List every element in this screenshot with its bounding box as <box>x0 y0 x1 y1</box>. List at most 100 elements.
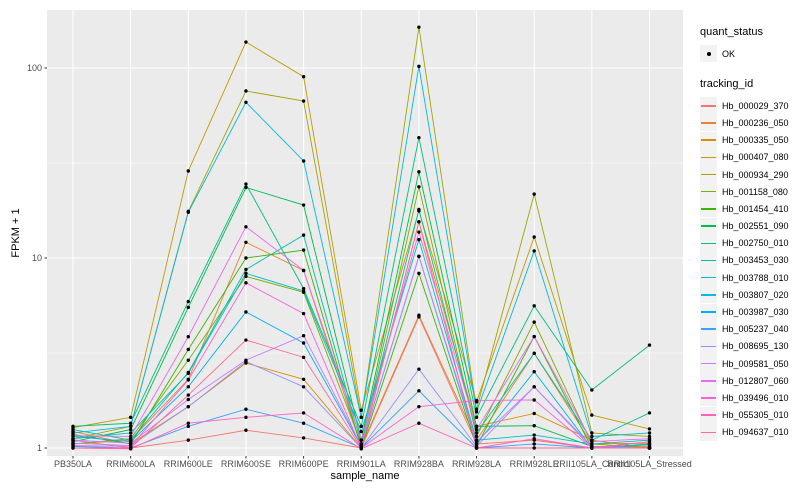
data-point <box>244 100 248 104</box>
data-point <box>417 185 421 189</box>
legend-entry-label: Hb_003788_010 <box>722 272 789 283</box>
data-point <box>474 415 479 420</box>
data-point <box>301 355 306 360</box>
legend-entry: Hb_001454_410 <box>700 200 800 218</box>
data-point <box>474 410 479 414</box>
legend-entry: Hb_055305_010 <box>700 406 800 424</box>
data-point <box>647 343 652 347</box>
legend-entry-label: Hb_001158_080 <box>722 186 788 197</box>
data-point <box>71 446 75 450</box>
data-point <box>532 334 536 339</box>
legend-entry: Hb_039496_010 <box>700 389 800 407</box>
data-point <box>301 233 306 237</box>
line-key-icon <box>700 131 717 149</box>
data-point <box>128 415 133 420</box>
data-point <box>186 299 190 304</box>
data-point <box>474 442 479 446</box>
legend-entry-label: Hb_000934_290 <box>722 169 789 180</box>
data-point <box>532 411 536 416</box>
data-point <box>359 424 363 429</box>
data-point <box>186 438 190 442</box>
data-point <box>590 434 594 439</box>
legend-entry-label: OK <box>722 48 736 59</box>
data-point <box>301 411 306 415</box>
data-point <box>244 185 248 190</box>
line-key-icon <box>700 355 717 373</box>
data-point <box>244 225 248 229</box>
x-tick-label: RRII105LA_Control <box>553 459 631 469</box>
x-tick-label: PB350LA <box>54 459 92 469</box>
data-point <box>532 433 536 437</box>
data-point <box>71 438 75 442</box>
line-key-icon <box>700 200 717 218</box>
data-point <box>186 404 190 409</box>
data-point <box>359 443 363 448</box>
line-key-icon <box>700 148 717 166</box>
x-tick-label: RRIM600LE <box>164 459 213 469</box>
legend-entry: Hb_003987_030 <box>700 303 800 321</box>
data-point <box>532 304 536 308</box>
data-point <box>417 135 421 140</box>
x-tick-label: RRIM600LA <box>106 459 155 469</box>
point-key-icon <box>700 45 717 63</box>
data-point <box>532 446 536 450</box>
data-point <box>647 431 652 435</box>
legend-entry-label: Hb_000236_050 <box>722 117 789 128</box>
x-tick-label: RRIM928LE <box>510 459 559 469</box>
data-point <box>301 311 306 316</box>
legend-entry: Hb_003788_010 <box>700 269 800 287</box>
data-point <box>244 358 248 362</box>
data-point <box>647 411 652 415</box>
data-point <box>359 415 363 420</box>
data-point <box>532 398 536 402</box>
data-point <box>590 431 594 435</box>
data-point <box>244 407 248 411</box>
data-point <box>359 446 363 450</box>
line-key-icon <box>700 303 717 321</box>
legend-entry: Hb_000407_080 <box>700 148 800 166</box>
data-point <box>301 289 306 293</box>
data-point <box>71 443 75 448</box>
data-point <box>647 427 652 431</box>
data-point <box>474 431 479 435</box>
x-tick-label: RRIM928BA <box>394 459 444 469</box>
data-point <box>244 40 248 44</box>
line-key-icon <box>700 183 717 201</box>
data-point <box>128 421 133 425</box>
data-point <box>417 237 421 242</box>
data-point <box>417 404 421 409</box>
data-point <box>647 436 652 441</box>
legend-entry-label: Hb_005237_040 <box>722 324 789 335</box>
x-axis-title: sample_name <box>330 470 400 482</box>
data-point <box>474 424 479 429</box>
data-point <box>301 203 306 207</box>
data-point <box>301 99 306 103</box>
data-point <box>647 446 652 450</box>
data-point <box>417 421 421 425</box>
data-point <box>244 415 248 420</box>
x-tick-label: RRII105LA_Stressed <box>607 459 692 469</box>
line-key-icon <box>700 320 717 338</box>
data-point <box>301 385 306 389</box>
line-key-icon <box>700 372 717 390</box>
data-point <box>71 441 75 445</box>
data-point <box>590 446 594 450</box>
data-point <box>532 370 536 374</box>
data-point <box>244 240 248 244</box>
legend-entry: Hb_008695_130 <box>700 337 800 355</box>
data-point <box>71 431 75 435</box>
data-point <box>417 64 421 69</box>
data-point <box>532 235 536 239</box>
data-point <box>71 427 75 432</box>
x-tick-label: RRIM600PE <box>279 459 329 469</box>
y-tick-label: 100 <box>27 63 42 73</box>
data-point <box>532 320 536 324</box>
data-point <box>474 427 479 432</box>
line-key-icon <box>700 234 717 252</box>
legend-entry: Hb_012807_060 <box>700 372 800 390</box>
legend-entry: Hb_001158_080 <box>700 183 800 201</box>
data-point <box>301 377 306 381</box>
line-key-icon <box>700 251 717 269</box>
